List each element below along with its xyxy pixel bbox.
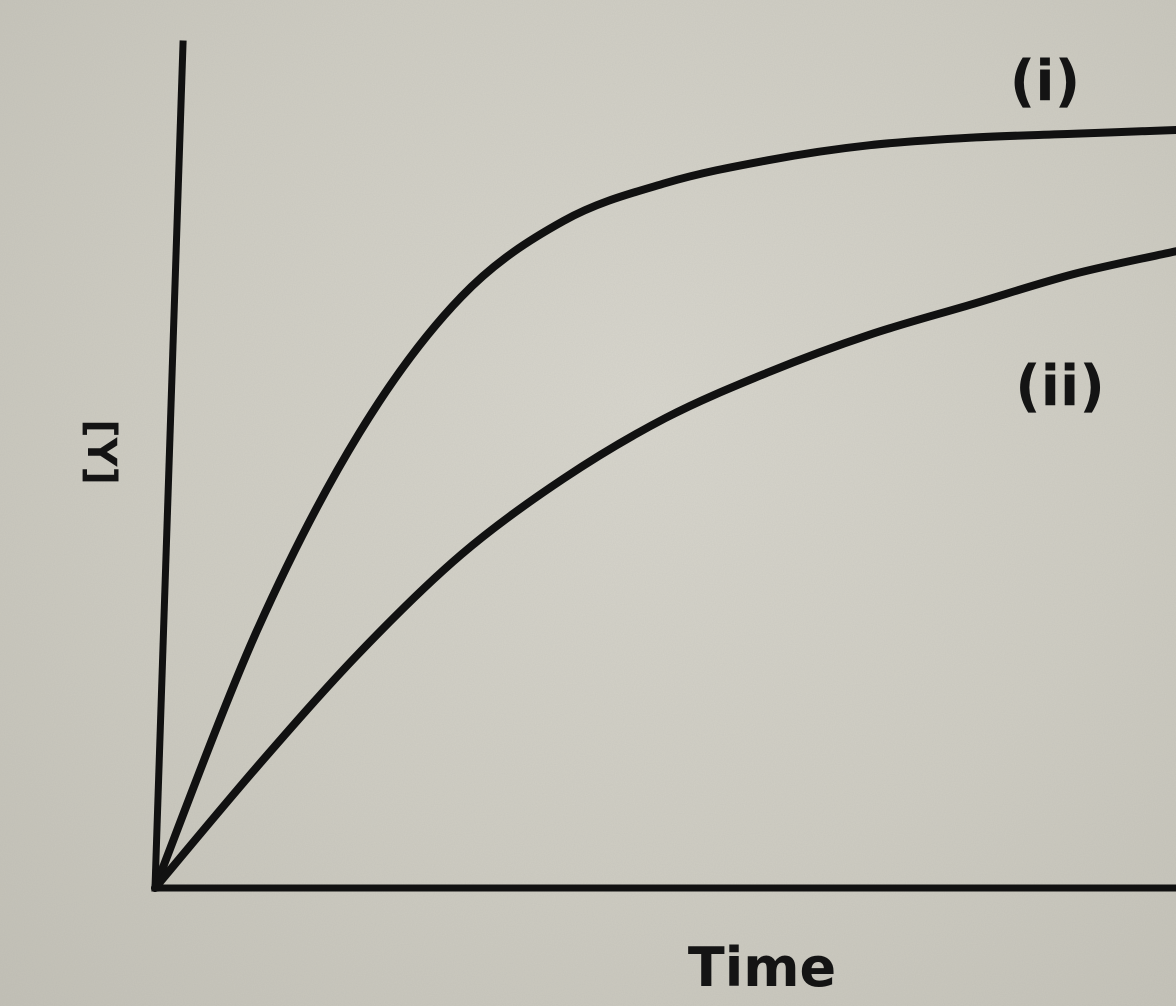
series-label-2: (ii) bbox=[1015, 354, 1105, 419]
x-axis-title: Time bbox=[688, 936, 836, 999]
series-label-1: (i) bbox=[1010, 49, 1080, 114]
y-axis bbox=[151, 40, 187, 892]
series-line-1 bbox=[151, 126, 1176, 892]
series-line-2 bbox=[151, 247, 1176, 892]
series-layer: (i) (ii) bbox=[151, 49, 1176, 892]
y-axis-title: [Y] bbox=[78, 419, 124, 485]
